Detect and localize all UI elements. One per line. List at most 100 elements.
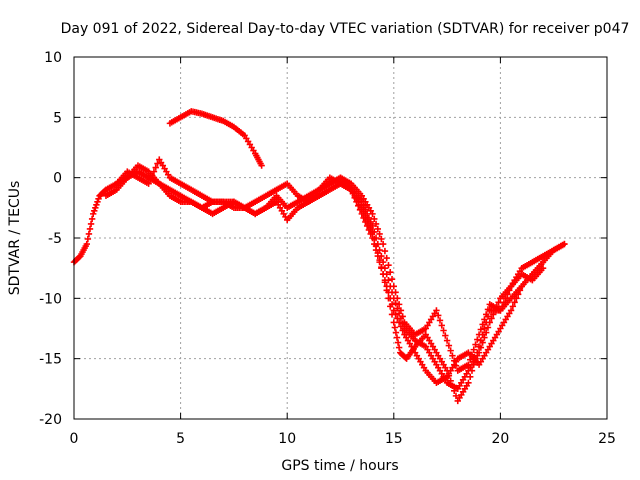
data-point [395, 319, 403, 326]
data-point [365, 226, 373, 234]
data-point [360, 214, 367, 222]
y-tick-label: -20 [39, 412, 62, 428]
data-point [355, 202, 362, 210]
data-point [438, 322, 445, 329]
data-point [347, 186, 355, 193]
data-point [363, 222, 371, 230]
data-point [378, 264, 385, 272]
data-point [392, 300, 399, 307]
axis-layer: 0 5 10 15 20 25 10 5 0 -5 -10 -15 -20 [39, 50, 616, 447]
data-point [484, 324, 492, 331]
data-point [399, 327, 406, 334]
data-point [86, 225, 94, 233]
data-point [374, 225, 382, 233]
data-point [394, 339, 402, 346]
data-point [92, 204, 99, 212]
data-point [484, 306, 492, 313]
data-point [433, 307, 440, 314]
data-point [88, 215, 96, 223]
x-tick-label: 25 [598, 431, 616, 447]
data-point [442, 332, 449, 339]
data-point [394, 315, 401, 322]
data-point [356, 206, 364, 214]
data-point [447, 347, 454, 354]
data-point [381, 277, 389, 284]
data-point [397, 323, 405, 330]
data-point [481, 325, 488, 332]
data-point [474, 336, 481, 343]
data-point [371, 228, 378, 236]
data-point [445, 342, 453, 349]
data-point [372, 220, 380, 228]
data-point [145, 180, 152, 187]
data-point [516, 287, 524, 294]
data-point [374, 252, 382, 260]
data-point [561, 240, 568, 248]
data-point [479, 339, 486, 346]
data-point [395, 310, 403, 317]
data-point [472, 341, 479, 348]
data-point [452, 392, 460, 400]
data-point [94, 198, 101, 205]
data-point [351, 194, 358, 201]
x-tick-label: 0 [70, 431, 79, 447]
data-point [482, 329, 490, 336]
data-point [475, 349, 483, 356]
data-point [392, 329, 400, 336]
data-point [358, 210, 366, 218]
data-point [95, 195, 102, 202]
data-point [258, 162, 265, 169]
data-point [394, 305, 401, 312]
x-tick-label: 10 [278, 431, 296, 447]
y-tick-label: -15 [39, 352, 62, 368]
data-point [383, 283, 390, 290]
data-point [391, 324, 399, 331]
data-point [371, 215, 378, 223]
data-point [152, 164, 159, 171]
data-point [514, 291, 522, 298]
data-point [395, 301, 403, 308]
data-point [83, 240, 90, 248]
data-point [443, 337, 451, 344]
data-point [475, 331, 483, 338]
data-point [395, 344, 403, 351]
data-point [378, 235, 385, 243]
data-point [388, 276, 396, 283]
data-point [493, 303, 501, 310]
data-point [491, 307, 499, 314]
data-point [387, 295, 394, 302]
y-tick-label: -10 [39, 291, 62, 307]
y-tick-label: 5 [53, 110, 62, 126]
y-tick-label: 0 [53, 171, 62, 187]
data-point [349, 190, 357, 197]
y-tick-label: -5 [48, 231, 62, 247]
data-point [371, 240, 378, 248]
data-point [482, 311, 490, 318]
data-point [387, 268, 394, 276]
data-point [353, 198, 360, 205]
data-layer [70, 108, 568, 405]
data-point [388, 301, 396, 308]
data-point [513, 295, 520, 302]
data-point [479, 321, 486, 328]
series-track-3 [113, 156, 568, 393]
data-point [93, 201, 100, 209]
data-point [362, 218, 369, 226]
data-point [147, 176, 154, 183]
y-tick-label: 10 [44, 50, 62, 66]
data-point [436, 317, 444, 324]
x-tick-label: 5 [176, 431, 185, 447]
data-point [367, 230, 374, 238]
data-point [470, 346, 477, 353]
data-point [481, 334, 488, 341]
data-point [511, 299, 518, 306]
data-point [85, 230, 93, 238]
data-point [383, 254, 390, 262]
data-point [486, 319, 493, 326]
data-point [488, 315, 495, 322]
series-track-4 [166, 108, 265, 169]
data-point [477, 326, 485, 333]
data-point [369, 234, 376, 242]
data-point [392, 311, 399, 318]
data-point [381, 247, 389, 255]
